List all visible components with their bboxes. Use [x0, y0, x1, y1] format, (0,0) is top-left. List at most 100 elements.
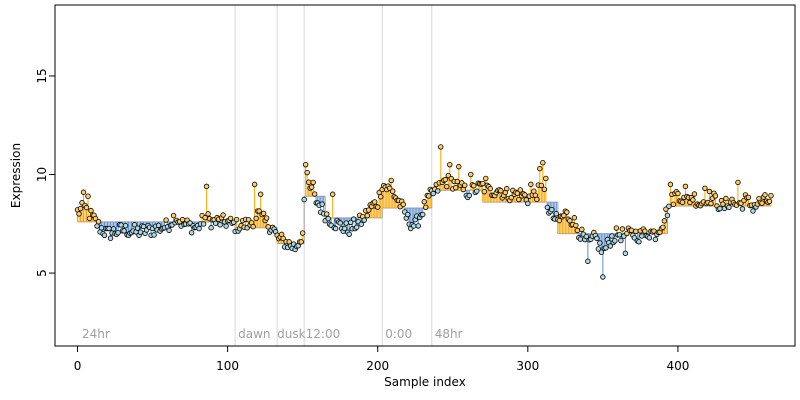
- data-point: [253, 215, 259, 222]
- data-point: [95, 219, 102, 225]
- data-point: [200, 221, 207, 227]
- data-point: [540, 159, 546, 166]
- region-dividers: [234, 5, 433, 346]
- data-point: [166, 227, 172, 234]
- data-point: [726, 204, 732, 211]
- data-point: [708, 200, 714, 207]
- data-point: [170, 212, 177, 219]
- data-point: [583, 233, 590, 240]
- data-point: [151, 232, 157, 238]
- data-point: [163, 217, 169, 223]
- data-point: [762, 192, 768, 198]
- data-point: [411, 223, 417, 229]
- data-point: [720, 201, 726, 207]
- data-point: [378, 194, 384, 200]
- region-labels: 24hr dawn dusk 12:00 0:00 48hr: [82, 327, 463, 341]
- data-point: [574, 227, 581, 234]
- data-point: [260, 210, 267, 217]
- data-point: [115, 230, 121, 236]
- data-point: [723, 195, 729, 202]
- data-point: [613, 225, 620, 231]
- data-point: [573, 222, 579, 229]
- data-point: [250, 223, 256, 230]
- data-point: [538, 182, 545, 189]
- data-point: [301, 196, 307, 203]
- data-point: [553, 211, 560, 217]
- data-point: [717, 205, 723, 212]
- data-point: [319, 201, 325, 207]
- x-axis: 0 100 200 300 400: [74, 345, 689, 373]
- data-point: [122, 222, 129, 229]
- data-point: [616, 232, 623, 238]
- data-point: [768, 192, 774, 199]
- data-point: [426, 193, 432, 199]
- data-point: [594, 235, 600, 242]
- data-point: [430, 190, 436, 197]
- data-point: [299, 230, 306, 236]
- data-point: [208, 225, 214, 231]
- data-point: [504, 185, 510, 192]
- region-label: 12:00: [306, 327, 341, 341]
- data-point: [675, 190, 681, 197]
- data-point: [549, 206, 555, 213]
- data-point: [691, 191, 698, 197]
- data-point: [263, 215, 270, 221]
- data-point: [85, 193, 91, 199]
- data-point: [537, 165, 543, 172]
- data-point: [543, 175, 549, 182]
- data-point: [745, 194, 752, 201]
- data-point: [361, 217, 367, 223]
- data-point: [628, 227, 635, 233]
- data-point: [256, 208, 262, 214]
- data-point: [233, 216, 240, 223]
- data-point: [612, 238, 618, 244]
- data-point: [633, 228, 639, 235]
- data-point: [571, 215, 578, 221]
- x-axis-title: Sample index: [384, 375, 466, 389]
- data-point: [337, 220, 343, 226]
- data-point: [642, 228, 648, 234]
- data-point: [600, 274, 606, 280]
- x-tick-label: 100: [216, 359, 239, 373]
- y-tick-label: 5: [35, 269, 49, 277]
- data-point: [302, 161, 309, 168]
- data-point: [332, 225, 339, 232]
- data-point: [421, 199, 427, 205]
- data-point: [311, 191, 318, 197]
- region-label: 48hr: [435, 327, 463, 341]
- data-point: [257, 191, 264, 197]
- data-point: [597, 240, 603, 246]
- data-point: [525, 200, 531, 207]
- data-point: [203, 183, 210, 190]
- data-point: [92, 215, 99, 222]
- data-point: [131, 222, 138, 228]
- data-point: [341, 225, 348, 232]
- data-point: [304, 169, 310, 176]
- data-point: [595, 246, 602, 252]
- region-label: 0:00: [385, 327, 412, 341]
- data-point: [298, 239, 304, 245]
- data-point: [702, 185, 708, 192]
- data-point: [682, 183, 689, 190]
- data-point: [343, 220, 349, 226]
- data-point: [480, 180, 486, 187]
- data-point: [706, 188, 713, 195]
- data-point: [534, 196, 540, 203]
- x-tick-label: 0: [74, 359, 82, 373]
- data-point: [483, 175, 489, 182]
- data-point: [358, 221, 364, 227]
- data-point: [388, 177, 394, 184]
- data-point: [522, 192, 528, 198]
- data-point: [517, 187, 524, 193]
- data-point: [390, 188, 396, 194]
- data-point: [86, 215, 93, 222]
- region-label: 24hr: [82, 327, 110, 341]
- data-point: [609, 233, 615, 239]
- region-label: dawn: [238, 327, 270, 341]
- data-point: [508, 194, 515, 201]
- data-point: [453, 184, 459, 191]
- data-point: [420, 211, 426, 218]
- data-point: [188, 230, 195, 236]
- data-point: [474, 188, 480, 194]
- data-point: [759, 200, 765, 206]
